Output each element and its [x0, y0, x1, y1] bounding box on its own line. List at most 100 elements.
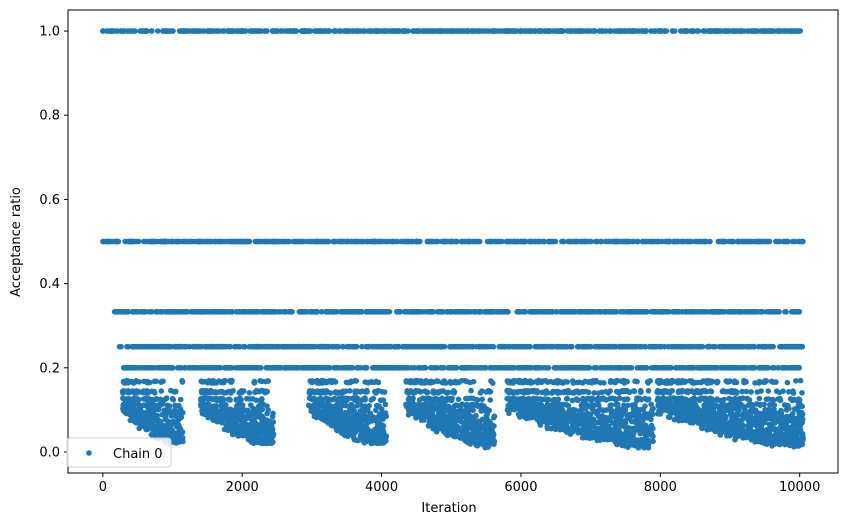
data-point [132, 365, 138, 371]
data-point [456, 343, 462, 350]
data-point [633, 343, 640, 350]
data-point [752, 238, 758, 245]
data-point [792, 238, 798, 245]
data-point [542, 309, 548, 315]
data-point [258, 415, 264, 421]
data-point [216, 28, 222, 34]
data-point [147, 406, 154, 412]
data-point [717, 238, 724, 245]
data-point [354, 396, 361, 402]
data-point [308, 388, 314, 394]
data-point [335, 395, 342, 402]
data-point [168, 365, 174, 371]
data-point [153, 343, 159, 350]
data-point [154, 309, 160, 315]
data-point [160, 28, 166, 34]
data-point [749, 365, 756, 371]
data-point [743, 309, 749, 315]
data-point [596, 28, 603, 34]
data-point [126, 378, 132, 385]
data-point [147, 420, 153, 426]
data-point [263, 423, 269, 430]
data-point [424, 343, 430, 350]
data-point [153, 406, 159, 413]
data-point [553, 309, 560, 315]
data-point [592, 238, 599, 245]
data-point [430, 365, 437, 371]
data-point [424, 238, 431, 245]
data-point [253, 309, 260, 315]
data-point [454, 309, 461, 315]
data-point [257, 378, 263, 384]
data-point [568, 309, 574, 315]
data-point [319, 389, 326, 396]
data-point [577, 309, 583, 315]
data-point [620, 309, 626, 315]
data-point [552, 365, 558, 371]
data-point [332, 389, 339, 395]
data-point [207, 365, 213, 371]
data-point [300, 309, 307, 315]
data-point [327, 413, 334, 420]
data-point [148, 343, 155, 350]
data-point [580, 365, 587, 371]
data-point [643, 28, 649, 34]
data-point [519, 343, 525, 350]
data-point [162, 309, 169, 315]
data-point [579, 238, 585, 245]
data-point [509, 343, 515, 350]
data-point [296, 365, 302, 371]
data-point [737, 309, 743, 315]
data-point [228, 379, 235, 385]
data-point [134, 410, 141, 417]
data-point [514, 343, 520, 350]
data-point [257, 365, 263, 371]
data-point [503, 238, 510, 245]
data-point [484, 238, 491, 245]
data-point [209, 309, 216, 315]
data-point [272, 309, 279, 315]
data-point [673, 365, 680, 371]
data-point [710, 28, 717, 34]
data-point [149, 397, 155, 404]
data-point [419, 343, 426, 350]
data-point [389, 365, 396, 371]
data-point [198, 401, 204, 408]
data-point [793, 343, 799, 350]
data-point [470, 407, 477, 414]
data-point [761, 365, 768, 371]
data-point [232, 411, 239, 417]
data-point [232, 417, 239, 423]
data-point [378, 238, 384, 245]
data-point [604, 365, 610, 371]
data-point [796, 365, 803, 371]
data-point [465, 425, 472, 431]
data-point [542, 365, 548, 371]
data-point [125, 408, 131, 414]
data-point [182, 238, 189, 245]
data-point [199, 388, 205, 394]
data-point [364, 238, 370, 245]
data-point [720, 28, 726, 34]
data-point [136, 389, 142, 395]
data-point [131, 402, 137, 408]
data-point [674, 238, 681, 245]
data-point [257, 422, 263, 428]
data-point [463, 309, 469, 315]
data-point [557, 309, 564, 315]
data-point [366, 309, 372, 315]
data-point [125, 28, 131, 34]
data-point [351, 427, 357, 433]
data-point [359, 427, 366, 434]
data-point [134, 309, 141, 315]
data-point [242, 365, 248, 371]
data-point [783, 309, 789, 315]
data-point [347, 388, 353, 394]
data-point [315, 365, 322, 371]
data-point [483, 309, 490, 315]
data-point [153, 426, 160, 433]
data-point [361, 410, 367, 416]
data-point [429, 238, 436, 245]
data-point [528, 238, 535, 245]
data-point [322, 396, 328, 402]
